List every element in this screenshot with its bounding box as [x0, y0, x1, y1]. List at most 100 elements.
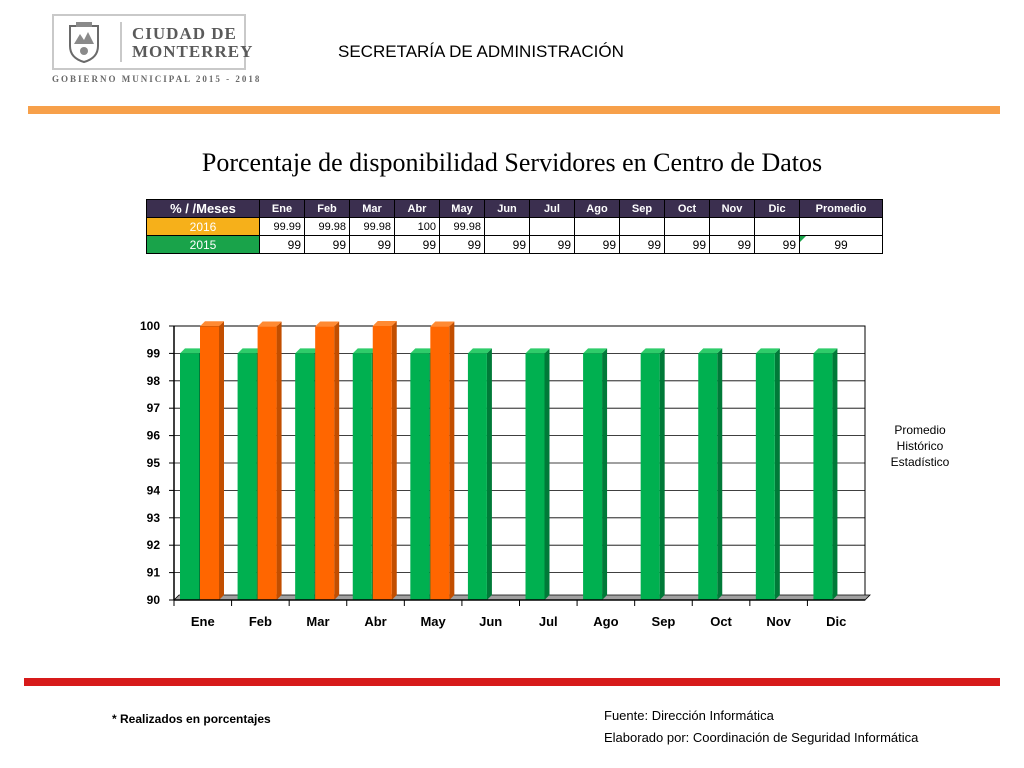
month-header: Mar: [349, 199, 395, 218]
prepared-by-text: Elaborado por: Coordinación de Seguridad…: [604, 730, 919, 745]
value-cell: [574, 217, 620, 236]
x-tick-label: Ago: [593, 614, 618, 629]
legend-line: Estadístico: [890, 455, 950, 469]
value-cell: 99: [484, 235, 530, 254]
table-corner: % / /Meses: [146, 199, 260, 218]
value-cell: [754, 217, 800, 236]
x-tick-label: Abr: [364, 614, 386, 629]
bar-2016-May: [430, 326, 450, 600]
y-tick-label: 99: [147, 346, 161, 360]
logo-line2: MONTERREY: [132, 42, 254, 61]
y-tick-label: 95: [147, 456, 161, 470]
source-text: Fuente: Dirección Informática: [604, 708, 774, 723]
bar-2015-May: [410, 353, 430, 600]
bar-2016-Ene: [200, 326, 219, 600]
month-header: May: [439, 199, 485, 218]
bar-top: [257, 321, 282, 327]
logo-government: GOBIERNO MUNICIPAL 2015 - 2018: [52, 74, 262, 84]
y-tick-label: 94: [147, 483, 161, 497]
bar-side: [544, 348, 550, 600]
logo-frame: [52, 14, 246, 70]
bar-2015-Oct: [698, 353, 718, 600]
bar-top: [430, 321, 455, 327]
average-header: Promedio: [799, 199, 883, 218]
bar-side: [832, 348, 838, 600]
logo-line1: CIUDAD DE: [132, 24, 237, 43]
bar-top: [352, 348, 377, 354]
city-seal-icon: [69, 22, 99, 64]
bar-top: [640, 348, 665, 354]
x-tick-label: Jul: [539, 614, 558, 629]
value-cell: 99: [574, 235, 620, 254]
bar-2015-Abr: [352, 353, 372, 600]
bar-top: [237, 348, 262, 354]
bar-2016-Feb: [257, 326, 277, 600]
year-cell: 2015: [146, 235, 260, 254]
bar-2015-Ene: [180, 353, 199, 600]
bar-side: [774, 348, 780, 600]
value-cell: 99: [619, 235, 665, 254]
bar-2015-Jul: [525, 353, 545, 600]
bar-top: [525, 348, 550, 354]
month-header: Ene: [259, 199, 305, 218]
department-title: SECRETARÍA DE ADMINISTRACIÓN: [338, 42, 624, 61]
value-cell: 99: [709, 235, 755, 254]
value-cell: [484, 217, 530, 236]
y-tick-label: 96: [147, 429, 161, 443]
bar-2015-Nov: [755, 353, 775, 600]
bar-2015-Feb: [237, 353, 257, 600]
value-cell: 99: [304, 235, 350, 254]
x-tick-label: Nov: [766, 614, 791, 629]
footnote: * Realizados en porcentajes: [112, 712, 271, 726]
x-tick-label: Dic: [826, 614, 846, 629]
value-cell: 99: [439, 235, 485, 254]
bar-2016-Abr: [372, 326, 392, 600]
bar-side: [334, 321, 340, 600]
value-cell: [709, 217, 755, 236]
bar-side: [486, 348, 492, 600]
month-header: Ago: [574, 199, 620, 218]
y-tick-label: 97: [147, 401, 161, 415]
table-header-row: % / /Meses Ene Feb Mar Abr May Jun Jul A…: [146, 199, 883, 218]
value-cell: [664, 217, 710, 236]
month-header: Jun: [484, 199, 530, 218]
bar-2015-Sep: [640, 353, 660, 600]
bar-top: [583, 348, 608, 354]
bar-2015-Mar: [295, 353, 315, 600]
bar-top: [813, 348, 838, 354]
month-header: Nov: [709, 199, 755, 218]
x-tick-label: Sep: [652, 614, 676, 629]
page-title: Porcentaje de disponibilidad Servidores …: [201, 148, 823, 177]
value-cell: 99.99: [259, 217, 305, 236]
month-header: Oct: [664, 199, 710, 218]
month-header: Jul: [529, 199, 575, 218]
month-header: Sep: [619, 199, 665, 218]
y-tick-label: 91: [147, 566, 161, 580]
value-cell: 99: [529, 235, 575, 254]
x-tick-label: May: [420, 614, 446, 629]
data-table: % / /Meses Ene Feb Mar Abr May Jun Jul A…: [146, 199, 883, 254]
bar-2015-Jun: [467, 353, 487, 600]
month-header: Feb: [304, 199, 350, 218]
value-cell: 99: [259, 235, 305, 254]
month-header: Dic: [754, 199, 800, 218]
bar-side: [276, 321, 282, 600]
average-cell: [799, 217, 883, 236]
legend-line: Promedio: [894, 423, 946, 437]
bar-top: [295, 348, 320, 354]
bar-side: [659, 348, 665, 600]
value-cell: [529, 217, 575, 236]
value-cell: 99: [754, 235, 800, 254]
y-tick-label: 100: [140, 319, 160, 333]
legend-line: Histórico: [896, 439, 944, 453]
value-cell: [619, 217, 665, 236]
orange-divider: [28, 106, 1000, 114]
x-tick-label: Feb: [249, 614, 272, 629]
logo-divider: [120, 22, 122, 62]
bar-top: [467, 348, 492, 354]
value-cell: 99: [664, 235, 710, 254]
average-cell: 99: [799, 235, 883, 254]
bar-top: [755, 348, 780, 354]
y-tick-label: 90: [147, 593, 161, 607]
bar-top: [180, 348, 204, 354]
